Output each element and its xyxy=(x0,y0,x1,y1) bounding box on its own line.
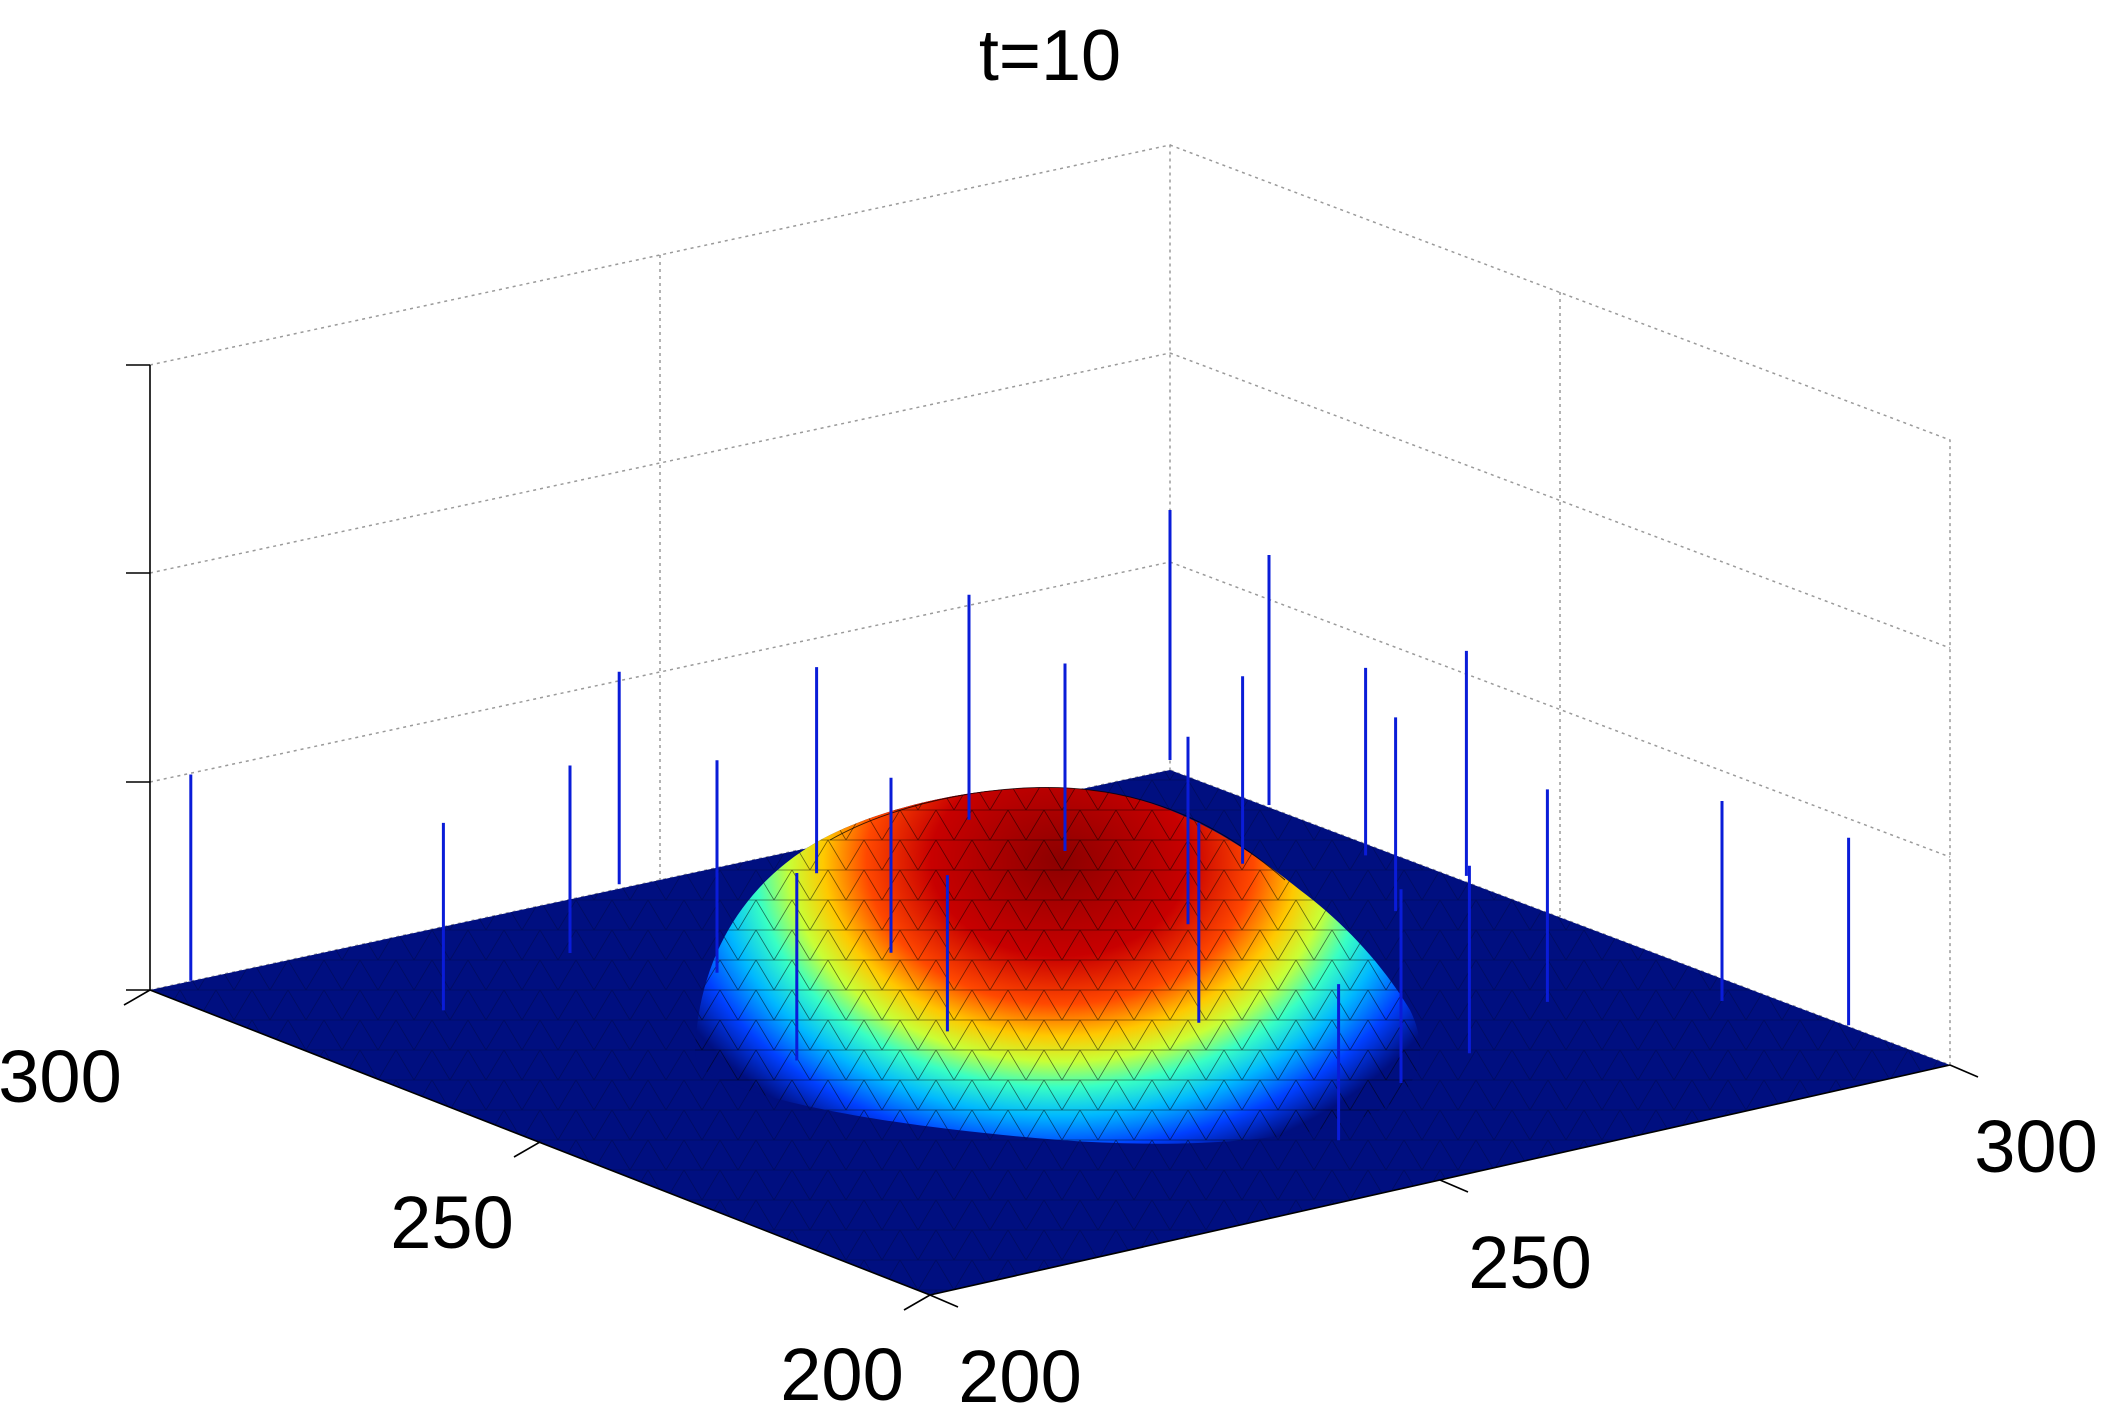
y-tick-250 xyxy=(513,1141,541,1158)
y-tick-label-300: 300 xyxy=(0,1035,122,1118)
grid-right-h1 xyxy=(1169,352,1951,649)
y-tick-label-200: 200 xyxy=(780,1333,903,1415)
x-tick-300 xyxy=(1949,1064,1979,1078)
x-tick-label-200: 200 xyxy=(958,1335,1081,1415)
z-axis xyxy=(126,364,151,991)
x-tick-label-300: 300 xyxy=(1974,1105,2097,1188)
x-tick-label-250: 250 xyxy=(1468,1221,1591,1304)
y-tick-200 xyxy=(903,1294,931,1311)
x-tick-250 xyxy=(1439,1179,1469,1193)
grid-right-h2 xyxy=(1169,561,1951,858)
x-tick-200 xyxy=(929,1294,959,1308)
y-tick-300 xyxy=(123,989,151,1006)
grid-left-h2 xyxy=(149,561,1171,783)
chart-title: t=10 xyxy=(979,16,1121,96)
bump-cap-outline xyxy=(829,787,1286,881)
stems-group xyxy=(189,510,1851,1141)
y-tick-label-250: 250 xyxy=(390,1181,513,1264)
base-axes xyxy=(123,989,1979,1311)
back-walls xyxy=(149,144,1951,1067)
grid-left-h1 xyxy=(149,352,1171,574)
